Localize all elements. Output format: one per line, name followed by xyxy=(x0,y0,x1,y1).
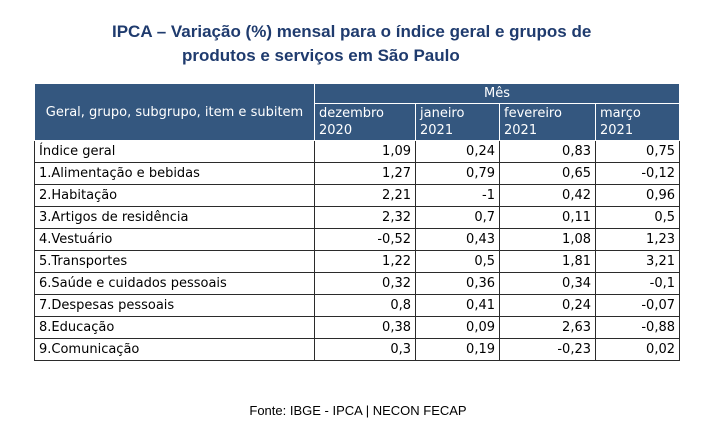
table-row: 2.Habitação 2,21 -1 0,42 0,96 xyxy=(34,184,680,207)
row-header-cell: Geral, grupo, subgrupo, item e subitem xyxy=(34,83,315,141)
column-year: 2021 xyxy=(420,123,454,138)
row-label: 2.Habitação xyxy=(34,184,315,207)
table-row: 1.Alimentação e bebidas 1,27 0,79 0,65 -… xyxy=(34,162,680,185)
cell-value: -0,07 xyxy=(595,294,680,317)
cell-value: 0,09 xyxy=(415,316,500,339)
column-year: 2020 xyxy=(319,123,353,138)
page-title: IPCA – Variação (%) mensal para o índice… xyxy=(112,20,652,68)
month-group-header: Mês xyxy=(314,83,680,104)
header-row-group: Geral, grupo, subgrupo, item e subitem M… xyxy=(34,83,680,141)
cell-value: 0,11 xyxy=(499,206,596,229)
cell-value: 0,65 xyxy=(499,162,596,185)
cell-value: 0,8 xyxy=(314,294,416,317)
cell-value: 0,43 xyxy=(415,228,500,251)
cell-value: 0,79 xyxy=(415,162,500,185)
table-body: Índice geral 1,09 0,24 0,83 0,75 1.Alime… xyxy=(34,140,680,361)
column-year: 2021 xyxy=(504,123,538,138)
row-label: 6.Saúde e cuidados pessoais xyxy=(34,272,315,295)
column-month: fevereiro xyxy=(504,106,562,121)
cell-value: 1,23 xyxy=(595,228,680,251)
cell-value: 1,09 xyxy=(314,140,416,163)
cell-value: 0,83 xyxy=(499,140,596,163)
cell-value: -0,1 xyxy=(595,272,680,295)
row-label: 4.Vestuário xyxy=(34,228,315,251)
title-line-2: produtos e serviços em São Paulo xyxy=(182,46,460,65)
table-row: 7.Despesas pessoais 0,8 0,41 0,24 -0,07 xyxy=(34,294,680,317)
column-month: janeiro xyxy=(420,106,465,121)
cell-value: 0,5 xyxy=(415,250,500,273)
row-label: Índice geral xyxy=(34,140,315,163)
table-row: 3.Artigos de residência 2,32 0,7 0,11 0,… xyxy=(34,206,680,229)
row-label: 9.Comunicação xyxy=(34,338,315,361)
table-row: Índice geral 1,09 0,24 0,83 0,75 xyxy=(34,140,680,163)
row-label: 5.Transportes xyxy=(34,250,315,273)
table-header: Geral, grupo, subgrupo, item e subitem M… xyxy=(34,83,680,141)
cell-value: -0,23 xyxy=(499,338,596,361)
cell-value: 0,34 xyxy=(499,272,596,295)
cell-value: 0,24 xyxy=(499,294,596,317)
column-header-dez-2020: dezembro 2020 xyxy=(314,103,416,141)
column-month: dezembro xyxy=(319,106,384,121)
cell-value: -0,12 xyxy=(595,162,680,185)
ipca-table: Geral, grupo, subgrupo, item e subitem M… xyxy=(34,83,680,361)
row-label: 1.Alimentação e bebidas xyxy=(34,162,315,185)
cell-value: 0,7 xyxy=(415,206,500,229)
cell-value: 1,22 xyxy=(314,250,416,273)
cell-value: 1,27 xyxy=(314,162,416,185)
column-header-fev-2021: fevereiro 2021 xyxy=(499,103,596,141)
cell-value: 0,41 xyxy=(415,294,500,317)
cell-value: 0,24 xyxy=(415,140,500,163)
table-row: 8.Educação 0,38 0,09 2,63 -0,88 xyxy=(34,316,680,339)
title-line-1: IPCA – Variação (%) mensal para o índice… xyxy=(112,22,592,41)
cell-value: 0,36 xyxy=(415,272,500,295)
cell-value: 2,21 xyxy=(314,184,416,207)
cell-value: 0,38 xyxy=(314,316,416,339)
table-row: 5.Transportes 1,22 0,5 1,81 3,21 xyxy=(34,250,680,273)
row-label: 8.Educação xyxy=(34,316,315,339)
row-label: 7.Despesas pessoais xyxy=(34,294,315,317)
cell-value: 0,32 xyxy=(314,272,416,295)
cell-value: 0,02 xyxy=(595,338,680,361)
cell-value: 1,81 xyxy=(499,250,596,273)
cell-value: 0,19 xyxy=(415,338,500,361)
cell-value: 3,21 xyxy=(595,250,680,273)
cell-value: 2,63 xyxy=(499,316,596,339)
header-row-months: dezembro 2020 janeiro 2021 fevereiro 202… xyxy=(35,103,680,141)
cell-value: -1 xyxy=(415,184,500,207)
table-row: 4.Vestuário -0,52 0,43 1,08 1,23 xyxy=(34,228,680,251)
cell-value: 0,96 xyxy=(595,184,680,207)
cell-value: 0,3 xyxy=(314,338,416,361)
cell-value: 0,75 xyxy=(595,140,680,163)
column-header-mar-2021: março 2021 xyxy=(595,103,680,141)
table-row: 9.Comunicação 0,3 0,19 -0,23 0,02 xyxy=(34,338,680,361)
column-month: março xyxy=(600,106,641,121)
cell-value: 2,32 xyxy=(314,206,416,229)
source-footer: Fonte: IBGE - IPCA | NECON FECAP xyxy=(249,403,467,418)
cell-value: -0,52 xyxy=(314,228,416,251)
column-year: 2021 xyxy=(600,123,634,138)
cell-value: 0,42 xyxy=(499,184,596,207)
cell-value: 1,08 xyxy=(499,228,596,251)
column-header-jan-2021: janeiro 2021 xyxy=(415,103,500,141)
table-row: 6.Saúde e cuidados pessoais 0,32 0,36 0,… xyxy=(34,272,680,295)
row-label: 3.Artigos de residência xyxy=(34,206,315,229)
cell-value: 0,5 xyxy=(595,206,680,229)
cell-value: -0,88 xyxy=(595,316,680,339)
